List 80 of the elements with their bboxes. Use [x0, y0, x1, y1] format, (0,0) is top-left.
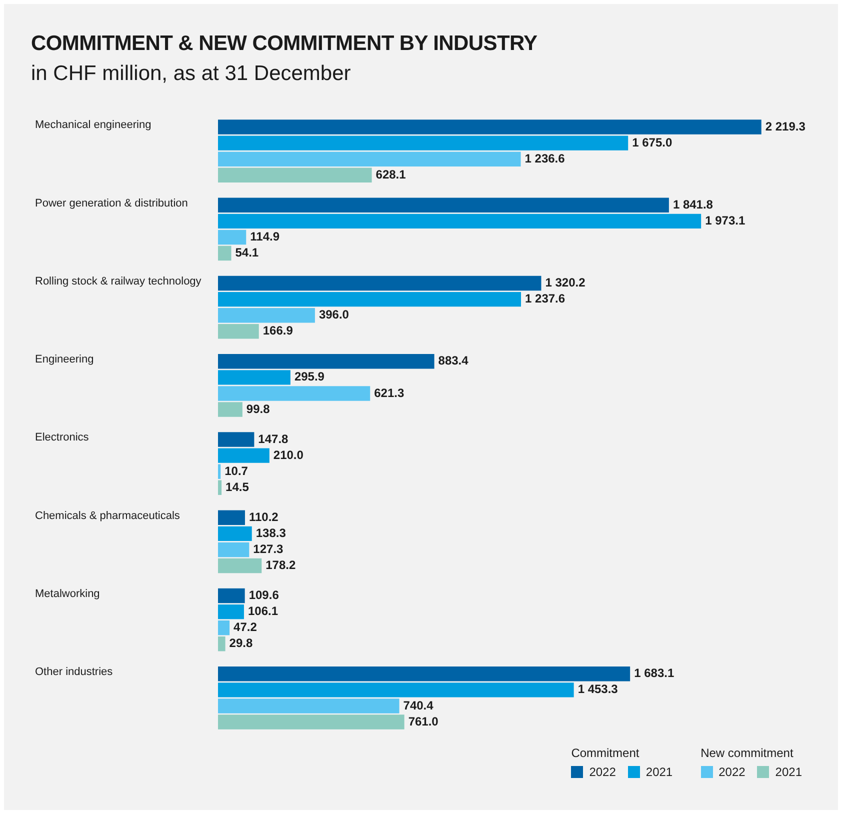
data-label: 1 236.6 [524, 151, 566, 166]
bar [218, 246, 232, 261]
bar [218, 542, 250, 558]
chart-title: COMMITMENT & NEW COMMITMENT BY INDUSTRY [31, 32, 538, 56]
bar [218, 464, 221, 479]
data-label: 628.1 [376, 167, 406, 182]
bar [218, 526, 252, 542]
bar [218, 558, 262, 574]
data-label: 2 219.3 [765, 119, 806, 134]
data-label: 178.2 [266, 558, 296, 572]
bar [218, 276, 542, 291]
bar [218, 480, 222, 495]
data-label: 166.9 [262, 324, 294, 338]
chart-subtitle: in CHF million, as at 31 December [31, 62, 351, 86]
data-label: 621.3 [374, 386, 404, 400]
bar [218, 168, 372, 182]
bar [218, 120, 762, 134]
bar [218, 292, 522, 307]
y-tick-label: Engineering [35, 354, 94, 366]
bar [218, 682, 574, 698]
data-label: 1 237.6 [525, 292, 566, 306]
data-label: 106.1 [248, 604, 278, 618]
bar [218, 510, 245, 526]
text: New commitment [700, 746, 794, 760]
bar [218, 448, 270, 463]
y-tick-label: Other industries [35, 666, 114, 678]
bar [218, 324, 259, 339]
bar [218, 636, 226, 652]
bar [218, 402, 242, 417]
bar [218, 588, 245, 604]
bar [218, 386, 370, 401]
data-label: 109.6 [248, 588, 280, 602]
data-label: 1 453.3 [578, 682, 618, 696]
data-label: 147.8 [258, 432, 289, 446]
y-tick-label: Chemicals & pharmaceuticals [35, 510, 180, 522]
data-label: 127.3 [253, 542, 284, 556]
bar [218, 604, 244, 620]
bar [218, 308, 315, 323]
legend-label: 2021 [646, 765, 673, 779]
data-label: 114.9 [250, 230, 280, 244]
data-label: 883.4 [438, 354, 469, 368]
data-label: 110.2 [248, 510, 279, 524]
legend-label: 2022 [718, 765, 746, 779]
y-tick-label: Mechanical engineering [35, 119, 152, 132]
y-tick-label: Power generation & distribution [35, 197, 188, 210]
y-tick-label: Rolling stock & railway technology [35, 275, 202, 288]
bar [218, 714, 404, 730]
y-tick-label: Metalworking [35, 588, 100, 600]
text: Commitment [571, 746, 640, 760]
data-label: 54.1 [235, 246, 259, 260]
data-label: 295.9 [294, 370, 325, 384]
bar [218, 198, 669, 213]
bar [218, 230, 246, 245]
data-label: 99.8 [246, 402, 270, 416]
data-label: 210.0 [273, 448, 304, 462]
data-label: 1 683.1 [634, 666, 674, 680]
data-label: 396.0 [318, 308, 350, 322]
bar [218, 370, 290, 385]
data-label: 1 675.0 [632, 135, 672, 150]
legend-label: 2021 [775, 765, 802, 779]
bar [218, 620, 230, 636]
data-label: 1 973.1 [705, 213, 746, 228]
data-label: 138.3 [256, 526, 286, 540]
data-label: 1 841.8 [672, 197, 714, 212]
data-label: 10.7 [224, 464, 248, 478]
data-label: 14.5 [226, 480, 250, 494]
bar [218, 214, 702, 229]
legend-label: 2022 [589, 765, 616, 779]
data-label: 740.4 [403, 698, 434, 712]
data-label: 47.2 [234, 620, 258, 634]
data-label: 29.8 [229, 636, 253, 650]
bar [218, 152, 521, 166]
bar [218, 136, 628, 150]
data-label: 1 320.2 [545, 276, 586, 290]
bar [218, 432, 254, 447]
bar [218, 666, 630, 682]
y-tick-label: Electronics [35, 432, 90, 444]
bar [218, 698, 400, 714]
bar [218, 354, 434, 369]
data-label: 761.0 [408, 714, 439, 728]
